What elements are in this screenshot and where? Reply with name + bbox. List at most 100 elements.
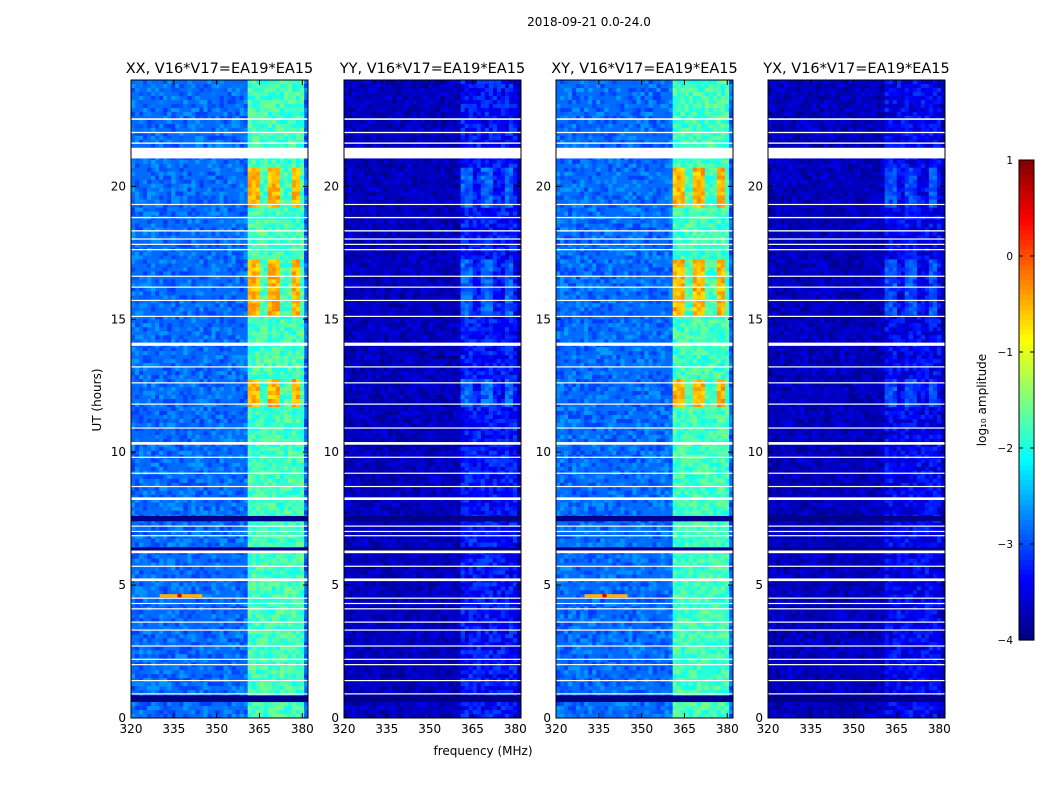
heatmap-cell	[275, 646, 281, 651]
heatmap-cell	[215, 474, 220, 480]
heatmap-cell	[275, 654, 281, 659]
heatmap-cell	[259, 135, 265, 141]
heatmap-cell	[207, 590, 212, 595]
heatmap-cell	[215, 482, 220, 488]
heatmap-cell	[271, 379, 277, 384]
heatmap-cell	[255, 526, 261, 531]
heatmap-cell	[143, 323, 148, 328]
heatmap-cell	[255, 143, 261, 149]
heatmap-cell	[219, 163, 224, 169]
heatmap-cell	[263, 87, 269, 93]
heatmap-cell	[299, 263, 305, 268]
heatmap-cell	[135, 534, 140, 539]
heatmap-cell	[255, 666, 261, 671]
heatmap-cell	[219, 666, 224, 671]
heatmap-cell	[239, 263, 244, 268]
heatmap-cell	[215, 251, 220, 256]
heatmap-cell	[219, 618, 224, 623]
heatmap-cell	[299, 706, 305, 711]
heatmap-cell	[179, 498, 184, 503]
heatmap-cell	[223, 259, 228, 264]
heatmap-cell	[147, 227, 152, 232]
heatmap-cell	[135, 311, 140, 316]
heatmap-cell	[227, 107, 232, 113]
heatmap-cell	[235, 235, 240, 240]
heatmap-cell	[299, 434, 305, 440]
heatmap-cell	[191, 650, 196, 655]
heatmap-cell	[279, 80, 285, 85]
heatmap-cell	[191, 295, 196, 300]
heatmap-cell	[211, 510, 216, 515]
heatmap-cell	[263, 239, 269, 244]
heatmap-cell	[163, 271, 168, 276]
heatmap-cell	[287, 303, 293, 308]
heatmap-cell	[223, 127, 228, 133]
heatmap-cell	[147, 702, 152, 707]
heatmap-cell	[159, 646, 164, 651]
heatmap-cell	[183, 187, 188, 192]
heatmap-cell	[143, 410, 148, 416]
heatmap-cell	[251, 458, 256, 464]
heatmap-cell	[179, 526, 184, 531]
heatmap-cell	[211, 80, 216, 85]
heatmap-cell	[215, 143, 220, 149]
heatmap-cell	[259, 355, 265, 360]
heatmap-cell	[275, 307, 281, 312]
heatmap-cell	[179, 203, 184, 208]
heatmap-cell	[187, 422, 192, 428]
heatmap-cell	[263, 123, 269, 129]
heatmap-cell	[211, 327, 216, 332]
heatmap-cell	[151, 542, 156, 547]
heatmap-cell	[295, 255, 301, 260]
heatmap-cell	[263, 562, 269, 567]
heatmap-cell	[147, 143, 152, 149]
heatmap-cell	[251, 434, 256, 440]
heatmap-cell	[243, 638, 248, 643]
heatmap-cell	[147, 422, 152, 428]
heatmap-cell	[139, 123, 144, 129]
heatmap-cell	[291, 558, 297, 563]
heatmap-cell	[291, 702, 297, 707]
heatmap-cell	[271, 239, 277, 244]
heatmap-cell	[155, 375, 160, 380]
heatmap-cell	[263, 315, 269, 320]
heatmap-cell	[303, 255, 309, 260]
heatmap-cell	[151, 375, 156, 380]
heatmap-cell	[223, 359, 228, 364]
heatmap-cell	[211, 602, 216, 607]
heatmap-cell	[179, 402, 184, 408]
heatmap-cell	[279, 426, 285, 432]
heatmap-cell	[199, 223, 204, 228]
heatmap-cell	[255, 554, 261, 559]
heatmap-cell	[283, 534, 289, 539]
heatmap-cell	[139, 610, 144, 615]
heatmap-cell	[243, 103, 248, 109]
heatmap-cell	[231, 295, 236, 300]
heatmap-cell	[251, 426, 256, 432]
heatmap-cell	[179, 450, 184, 456]
heatmap-cell	[215, 239, 220, 244]
heatmap-cell	[255, 367, 261, 372]
heatmap-cell	[159, 139, 164, 145]
heatmap-cell	[135, 510, 140, 515]
heatmap-cell	[159, 383, 164, 388]
heatmap-cell	[143, 103, 148, 109]
heatmap-cell	[291, 359, 297, 364]
heatmap-cell	[191, 402, 196, 408]
heatmap-cell	[291, 670, 297, 675]
heatmap-cell	[155, 450, 160, 456]
heatmap-cell	[223, 211, 228, 216]
heatmap-cell	[223, 706, 228, 711]
heatmap-cell	[215, 175, 220, 180]
heatmap-cell	[275, 438, 281, 444]
heatmap-cell	[167, 383, 172, 388]
heatmap-cell	[191, 422, 196, 428]
heatmap-cell	[131, 502, 136, 507]
heatmap-cell	[207, 231, 212, 236]
heatmap-cell	[179, 127, 184, 133]
heatmap-cell	[295, 482, 301, 488]
heatmap-cell	[255, 379, 261, 384]
heatmap-cell	[143, 80, 148, 85]
heatmap-cell	[295, 434, 301, 440]
heatmap-cell	[235, 111, 240, 117]
